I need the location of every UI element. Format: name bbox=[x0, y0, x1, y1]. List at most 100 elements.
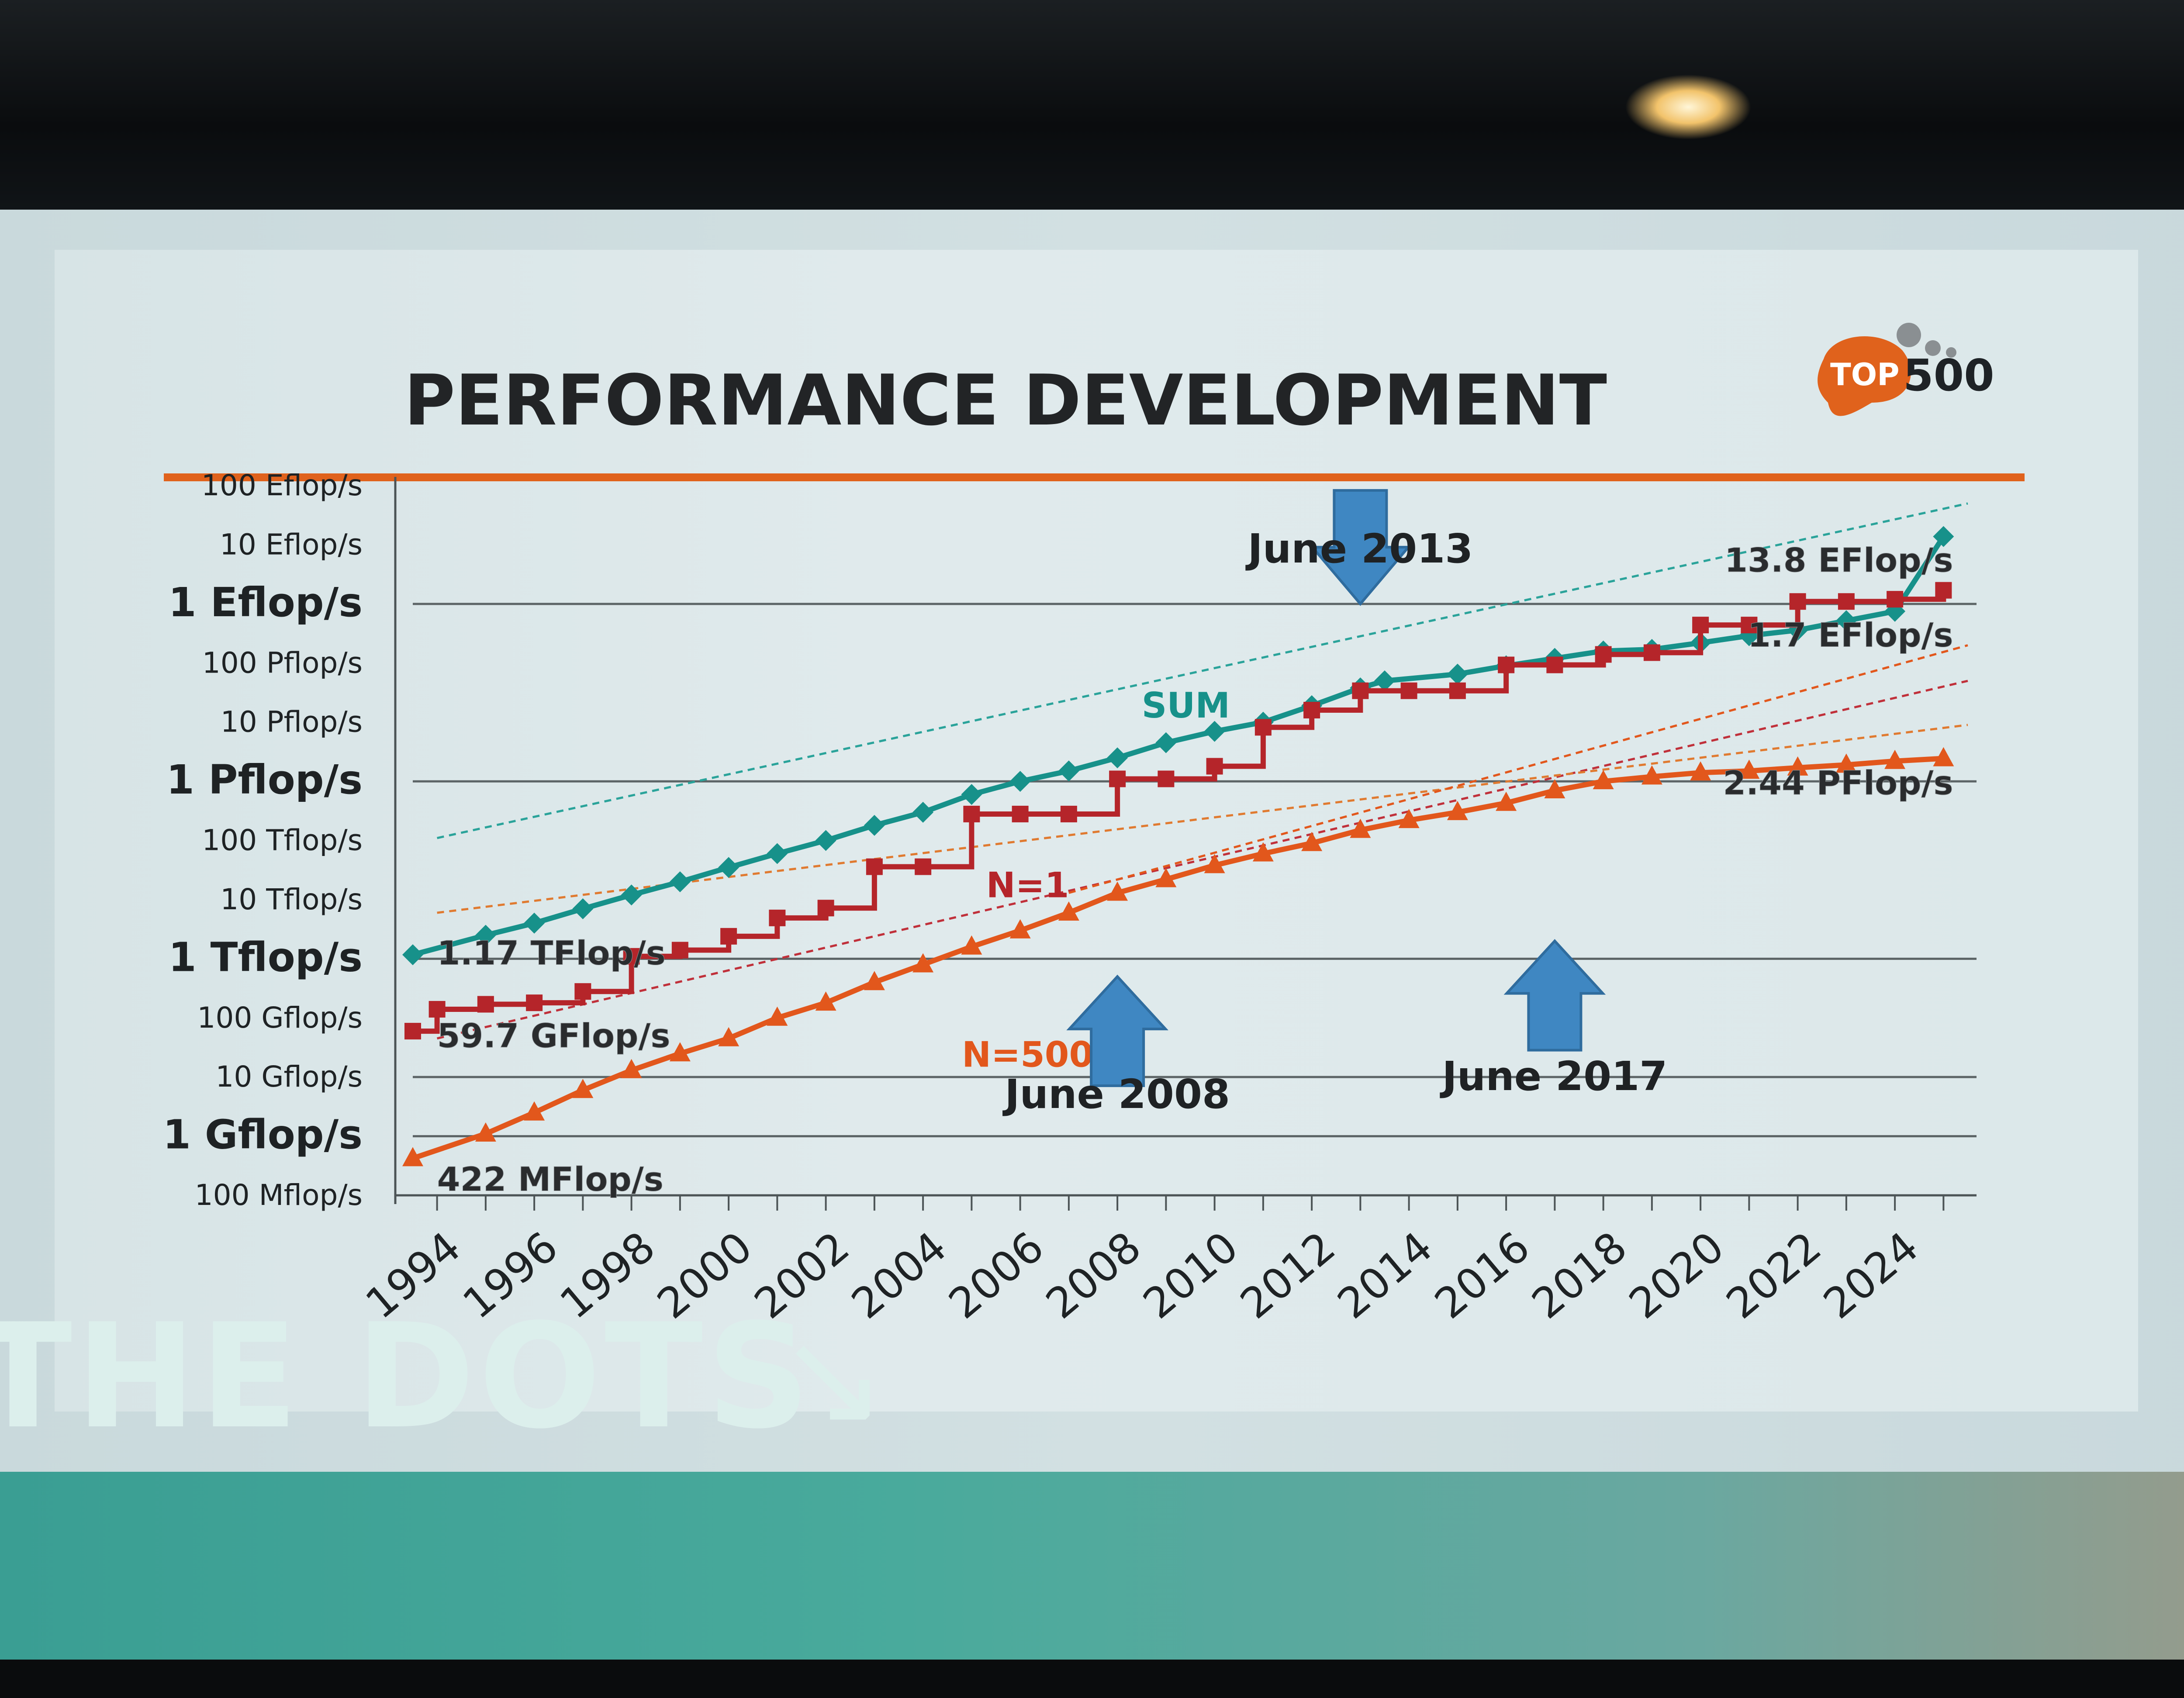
data-point bbox=[1641, 765, 1662, 785]
y-tick-label: 1 Eflop/s bbox=[168, 579, 363, 626]
data-point bbox=[1012, 805, 1029, 822]
data-point bbox=[1374, 670, 1395, 692]
data-point bbox=[1204, 854, 1225, 873]
slide: PERFORMANCE DEVELOPMENT TOP 500 100 Mflo… bbox=[55, 250, 2138, 1412]
data-point bbox=[1398, 809, 1420, 828]
logo-suffix: 500 bbox=[1903, 350, 1994, 401]
y-tick-label: 100 Gflop/s bbox=[197, 1001, 363, 1035]
data-point bbox=[1935, 582, 1952, 599]
data-point bbox=[1835, 753, 1857, 773]
bottom-banner bbox=[0, 1472, 2184, 1677]
data-point bbox=[477, 996, 494, 1013]
start-value-label: 59.7 GFlop/s bbox=[437, 1016, 670, 1055]
logo-prefix: TOP bbox=[1830, 357, 1900, 393]
y-tick-label: 10 Eflop/s bbox=[220, 528, 363, 561]
y-tick-label: 1 Tflop/s bbox=[169, 934, 363, 980]
data-point bbox=[767, 1006, 788, 1026]
y-tick-label: 1 Gflop/s bbox=[163, 1111, 363, 1158]
data-point bbox=[1009, 919, 1031, 939]
data-point bbox=[1835, 610, 1857, 632]
data-point bbox=[475, 925, 496, 946]
data-point bbox=[817, 900, 834, 917]
data-point bbox=[1155, 868, 1177, 887]
data-point bbox=[1643, 644, 1660, 661]
data-point bbox=[1155, 732, 1177, 753]
data-point bbox=[1595, 646, 1612, 663]
data-point bbox=[815, 991, 836, 1011]
data-point bbox=[1692, 617, 1709, 634]
data-point bbox=[1206, 758, 1223, 775]
data-point bbox=[669, 871, 691, 893]
data-point bbox=[402, 1147, 423, 1167]
data-point bbox=[621, 1059, 642, 1078]
data-point bbox=[1009, 771, 1031, 792]
data-point bbox=[961, 784, 982, 805]
data-point bbox=[1887, 591, 1904, 608]
data-point bbox=[1350, 818, 1371, 838]
data-point bbox=[1301, 832, 1323, 851]
event-arrow-icon bbox=[1503, 939, 1606, 1052]
data-point bbox=[1838, 593, 1855, 610]
data-point bbox=[621, 884, 642, 906]
data-point bbox=[1449, 682, 1466, 699]
data-point bbox=[526, 994, 543, 1011]
data-point bbox=[671, 942, 688, 959]
event-label: June 2017 bbox=[1440, 1053, 1668, 1100]
series-line-n-1 bbox=[413, 590, 1946, 1034]
start-value-label: 422 MFlop/s bbox=[437, 1160, 663, 1198]
data-point bbox=[1884, 749, 1906, 769]
data-point bbox=[1252, 842, 1274, 862]
x-tick-label: 2006 bbox=[940, 1222, 1053, 1329]
data-point bbox=[961, 935, 982, 955]
y-tick-label: 1 Pflop/s bbox=[166, 756, 363, 803]
banner-arrow-icon: ↘ bbox=[778, 1301, 888, 1454]
series-label: N=1 bbox=[986, 865, 1069, 905]
data-point bbox=[1254, 719, 1272, 736]
data-point bbox=[1109, 770, 1126, 787]
data-point bbox=[815, 830, 836, 851]
data-point bbox=[1447, 801, 1468, 820]
event-label: June 2008 bbox=[1002, 1071, 1230, 1118]
data-point bbox=[402, 944, 423, 966]
data-point bbox=[1690, 761, 1711, 781]
data-point bbox=[864, 814, 885, 836]
x-tick-label: 2022 bbox=[1717, 1222, 1830, 1329]
x-tick-label: 2008 bbox=[1037, 1222, 1150, 1329]
data-point bbox=[404, 1023, 421, 1040]
trend-line bbox=[1068, 644, 1968, 894]
data-point bbox=[475, 1122, 496, 1142]
data-point bbox=[1546, 656, 1563, 673]
data-point bbox=[1107, 747, 1128, 769]
screen-bottom-edge bbox=[0, 1660, 2184, 1698]
data-point bbox=[866, 858, 883, 875]
data-point bbox=[915, 858, 932, 875]
data-point bbox=[718, 857, 740, 878]
y-tick-label: 10 Pflop/s bbox=[221, 705, 363, 739]
ceiling-spotlight bbox=[1625, 74, 1752, 140]
y-tick-label: 100 Eflop/s bbox=[201, 469, 363, 502]
x-tick-label: 2024 bbox=[1814, 1222, 1928, 1329]
data-point bbox=[429, 1001, 446, 1018]
data-point bbox=[720, 928, 737, 945]
data-point bbox=[1741, 617, 1758, 634]
data-point bbox=[1933, 747, 1954, 766]
end-value-label: 2.44 PFlop/s bbox=[1723, 763, 1953, 802]
trend-lines bbox=[437, 502, 1968, 1040]
data-point bbox=[524, 912, 545, 934]
x-tick-label: 2014 bbox=[1328, 1222, 1441, 1329]
data-point bbox=[524, 1101, 545, 1121]
event-arrow-icon bbox=[1309, 489, 1411, 606]
trend-line bbox=[437, 724, 1968, 914]
data-point bbox=[1787, 756, 1808, 776]
data-point bbox=[1738, 759, 1760, 779]
series-label: N=500 bbox=[962, 1034, 1093, 1075]
series-line-n-500 bbox=[412, 756, 1944, 1161]
series bbox=[402, 526, 1954, 1167]
data-point bbox=[574, 983, 591, 1000]
y-tick-label: 10 Gflop/s bbox=[215, 1060, 363, 1094]
axes bbox=[394, 477, 1977, 1211]
data-point bbox=[1400, 682, 1417, 699]
data-point bbox=[963, 805, 980, 822]
top500-logo: TOP 500 bbox=[1818, 323, 1994, 416]
series-label: SUM bbox=[1142, 685, 1230, 726]
